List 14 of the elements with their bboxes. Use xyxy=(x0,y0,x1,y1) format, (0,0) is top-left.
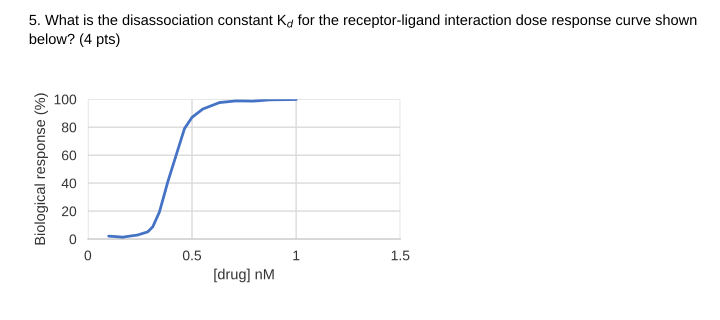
y-tick-label: 20 xyxy=(62,206,76,216)
x-tick-label: 0.5 xyxy=(182,250,202,260)
line-series xyxy=(107,99,298,238)
x-tick-label: 0 xyxy=(84,250,92,260)
y-tick-label: 100 xyxy=(54,94,76,104)
x-axis-title: [drug] nM xyxy=(214,268,274,282)
y-tick-label: 0 xyxy=(70,234,76,244)
y-tick-label: 60 xyxy=(62,150,76,160)
x-tick-label: 1.5 xyxy=(392,250,410,260)
y-tick-label: 40 xyxy=(62,178,76,188)
chart-title: 5. What is the disassociation constant K$_{d}$ for the receptor-ligand interaction dose response curve shown below? (4 pts) xyxy=(29,14,696,47)
x-tick-label: 1 xyxy=(293,250,300,260)
y-tick-label: 80 xyxy=(62,122,76,132)
y-axis-title: Biological response (%) xyxy=(34,93,48,245)
